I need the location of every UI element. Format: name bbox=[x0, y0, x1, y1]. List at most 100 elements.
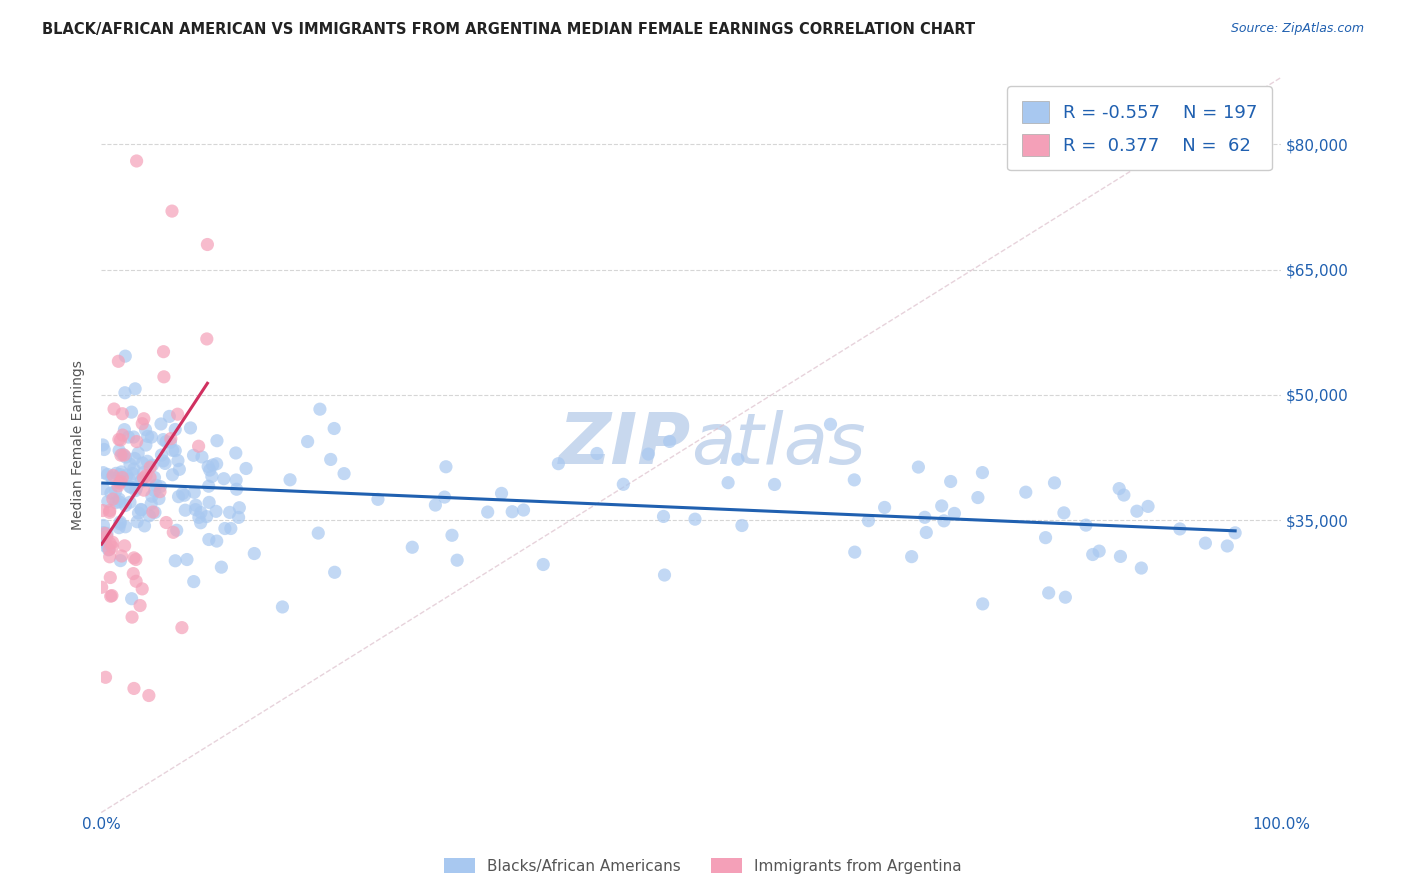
Point bbox=[235, 461, 257, 475]
Point bbox=[914, 510, 936, 524]
Point bbox=[932, 514, 955, 528]
Point bbox=[105, 467, 128, 481]
Point bbox=[93, 525, 115, 540]
Point bbox=[167, 453, 190, 467]
Point bbox=[127, 446, 149, 460]
Point bbox=[187, 510, 209, 524]
Point bbox=[165, 423, 187, 437]
Point bbox=[122, 681, 145, 696]
Point bbox=[218, 505, 240, 519]
Point bbox=[98, 570, 121, 584]
Text: Source: ZipAtlas.com: Source: ZipAtlas.com bbox=[1230, 22, 1364, 36]
Point bbox=[132, 466, 155, 480]
Point bbox=[297, 434, 319, 449]
Point bbox=[943, 507, 966, 521]
Point bbox=[104, 495, 127, 509]
Point bbox=[150, 448, 173, 462]
Point bbox=[844, 473, 866, 487]
Point bbox=[149, 484, 172, 499]
Point bbox=[132, 483, 155, 498]
Point bbox=[858, 514, 880, 528]
Point bbox=[731, 518, 754, 533]
Point bbox=[121, 610, 143, 624]
Point bbox=[131, 582, 153, 596]
Point bbox=[172, 486, 194, 500]
Point bbox=[121, 591, 143, 606]
Point bbox=[212, 472, 235, 486]
Point bbox=[205, 534, 228, 549]
Point bbox=[94, 536, 117, 550]
Point bbox=[96, 526, 118, 541]
Point bbox=[110, 515, 132, 529]
Point bbox=[124, 483, 146, 498]
Point bbox=[1035, 531, 1057, 545]
Point bbox=[512, 503, 534, 517]
Point bbox=[900, 549, 922, 564]
Point bbox=[142, 505, 165, 519]
Point bbox=[108, 495, 131, 509]
Point bbox=[125, 552, 148, 566]
Point bbox=[100, 589, 122, 603]
Point bbox=[114, 349, 136, 363]
Point bbox=[183, 574, 205, 589]
Point bbox=[118, 457, 141, 471]
Point bbox=[1081, 548, 1104, 562]
Point bbox=[139, 470, 162, 484]
Point bbox=[658, 434, 681, 449]
Point bbox=[125, 434, 148, 449]
Point bbox=[108, 476, 131, 491]
Point bbox=[114, 499, 136, 513]
Point bbox=[160, 432, 183, 446]
Point bbox=[198, 533, 221, 547]
Point bbox=[174, 503, 197, 517]
Point bbox=[145, 478, 167, 492]
Point bbox=[197, 479, 219, 493]
Point bbox=[97, 494, 120, 508]
Point bbox=[112, 423, 135, 437]
Point bbox=[155, 434, 177, 449]
Point bbox=[195, 509, 218, 524]
Point bbox=[131, 456, 153, 470]
Point bbox=[122, 462, 145, 476]
Point bbox=[94, 526, 117, 541]
Point bbox=[197, 459, 219, 474]
Point bbox=[225, 446, 247, 460]
Point bbox=[114, 385, 136, 400]
Point bbox=[93, 518, 115, 533]
Point bbox=[111, 428, 134, 442]
Point bbox=[127, 506, 149, 520]
Point bbox=[96, 530, 118, 544]
Point bbox=[1074, 518, 1097, 533]
Point bbox=[844, 545, 866, 559]
Point bbox=[111, 447, 134, 461]
Point bbox=[141, 458, 163, 473]
Point bbox=[125, 153, 148, 168]
Point bbox=[333, 467, 356, 481]
Point bbox=[135, 468, 157, 483]
Point bbox=[1109, 549, 1132, 564]
Point bbox=[104, 484, 127, 499]
Point bbox=[1088, 544, 1111, 558]
Point bbox=[176, 552, 198, 566]
Point bbox=[115, 468, 138, 483]
Point bbox=[108, 443, 131, 458]
Point bbox=[1038, 586, 1060, 600]
Point bbox=[152, 433, 174, 447]
Point bbox=[131, 503, 153, 517]
Point bbox=[184, 498, 207, 512]
Point bbox=[98, 536, 121, 550]
Point bbox=[531, 558, 554, 572]
Point bbox=[1130, 561, 1153, 575]
Point bbox=[219, 521, 242, 535]
Point bbox=[98, 505, 121, 519]
Point bbox=[101, 540, 124, 554]
Point bbox=[477, 505, 499, 519]
Point bbox=[125, 481, 148, 495]
Point bbox=[307, 526, 329, 541]
Point bbox=[129, 475, 152, 489]
Point bbox=[187, 439, 209, 453]
Point bbox=[190, 516, 212, 530]
Point bbox=[683, 512, 706, 526]
Point bbox=[114, 539, 136, 553]
Point bbox=[141, 497, 163, 511]
